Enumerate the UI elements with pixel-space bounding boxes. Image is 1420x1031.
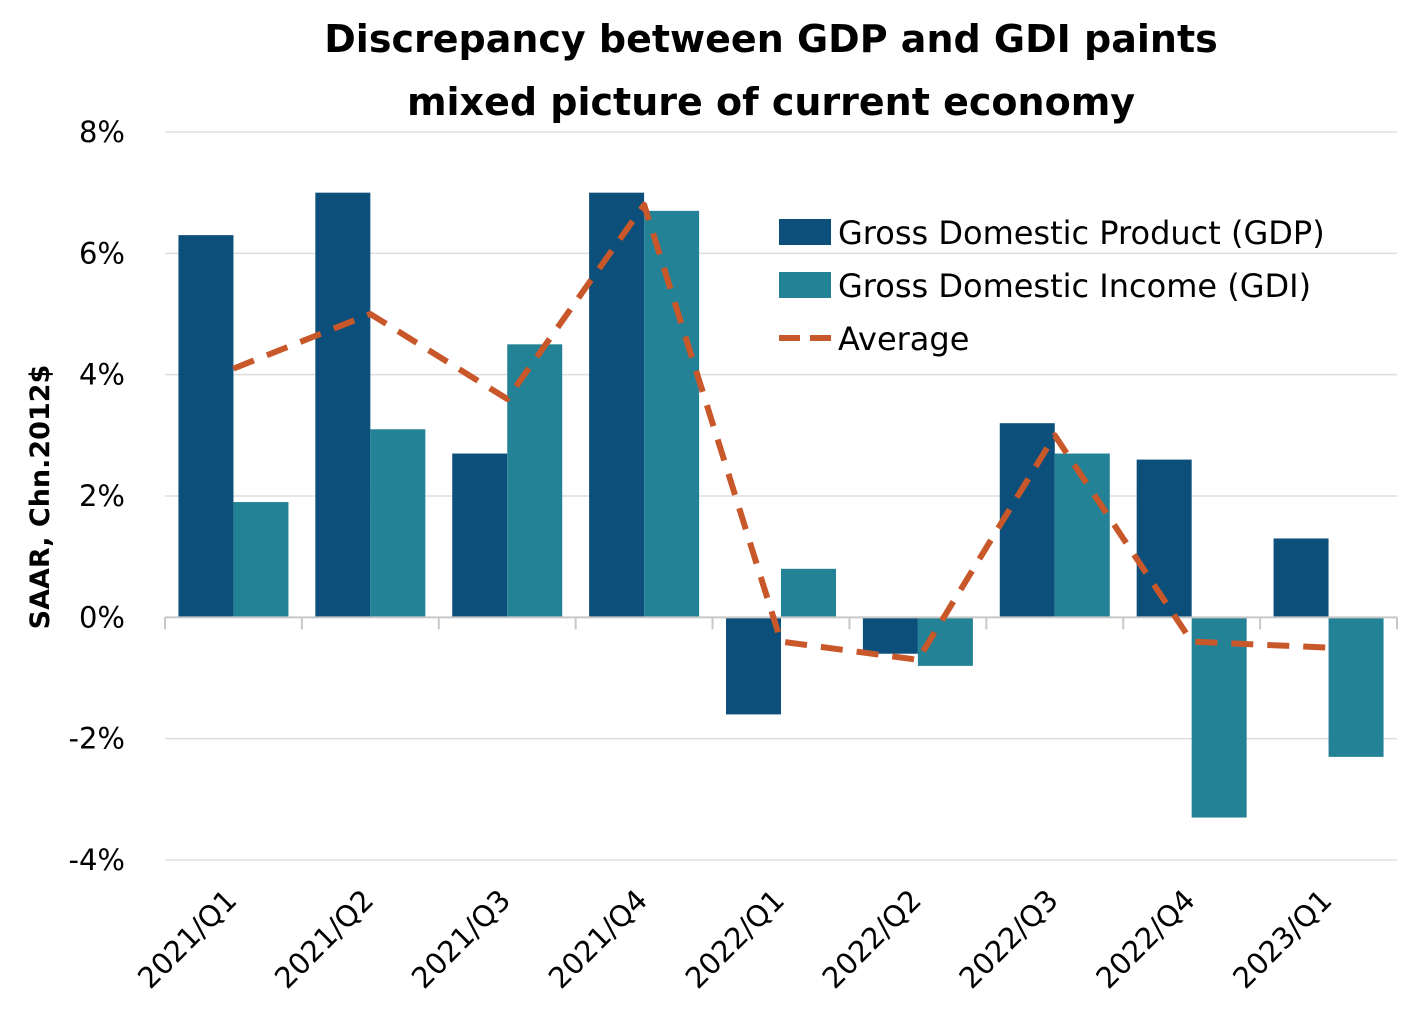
y-tick-label: 6%	[79, 236, 125, 270]
gdi-bar	[644, 210, 700, 618]
y-tick-label: -4%	[69, 843, 125, 877]
gdp-bar	[1273, 538, 1329, 618]
y-tick-label: 0%	[79, 600, 125, 634]
gdi-bar	[1191, 617, 1247, 818]
y-axis-ticks: -4% -2% 0% 2% 4% 6% 8%	[69, 115, 125, 877]
gdp-bar	[452, 453, 508, 618]
x-axis-ticks: 2021/Q1 2021/Q2 2021/Q3 2021/Q4 2022/Q1 2022/…	[131, 883, 1338, 995]
gdp-bar	[862, 617, 918, 654]
legend-swatch-gdi	[779, 272, 831, 298]
x-tick-label: 2022/Q3	[952, 883, 1064, 995]
gdi-bar	[781, 568, 836, 618]
y-tick-label: 8%	[79, 115, 125, 149]
gdi-bar	[233, 502, 289, 618]
legend-label-gdi: Gross Domestic Income (GDI)	[838, 267, 1311, 305]
legend-swatch-gdp	[779, 219, 831, 245]
y-tick-label: 4%	[79, 358, 125, 392]
bars	[178, 192, 1384, 818]
x-tick-label: 2021/Q4	[542, 883, 654, 995]
y-tick-label: -2%	[69, 722, 125, 756]
legend-label-average: Average	[838, 320, 969, 358]
x-tick-label: 2022/Q1	[679, 883, 791, 995]
x-tick-label: 2022/Q2	[816, 883, 928, 995]
zero-axis	[164, 616, 1398, 630]
gdp-bar	[1136, 459, 1192, 618]
chart-title-line-1: Discrepancy between GDP and GDI paints	[324, 17, 1217, 61]
legend: Gross Domestic Product (GDP) Gross Domes…	[779, 214, 1325, 358]
average-line-group	[232, 201, 1329, 663]
x-tick-label: 2021/Q1	[131, 883, 243, 995]
y-tick-label: 2%	[79, 479, 125, 513]
gdi-bar	[507, 344, 563, 618]
x-tick-label: 2023/Q1	[1226, 883, 1338, 995]
gdi-bar	[370, 429, 426, 618]
chart-title-line-2: mixed picture of current economy	[407, 80, 1135, 124]
average-line	[232, 201, 1329, 663]
x-tick-label: 2022/Q4	[1089, 883, 1201, 995]
gdp-bar	[178, 235, 234, 618]
legend-label-gdp: Gross Domestic Product (GDP)	[838, 214, 1325, 252]
x-tick-label: 2021/Q3	[405, 883, 517, 995]
gdp-bar	[589, 192, 645, 618]
gdi-bar	[1328, 617, 1384, 757]
x-tick-label: 2021/Q2	[268, 883, 380, 995]
y-axis-label: SAAR, Chn.2012$	[25, 365, 56, 630]
gdp-bar	[315, 192, 371, 618]
gdp-bar	[726, 617, 781, 715]
chart-title: Discrepancy between GDP and GDI paints m…	[324, 17, 1217, 124]
